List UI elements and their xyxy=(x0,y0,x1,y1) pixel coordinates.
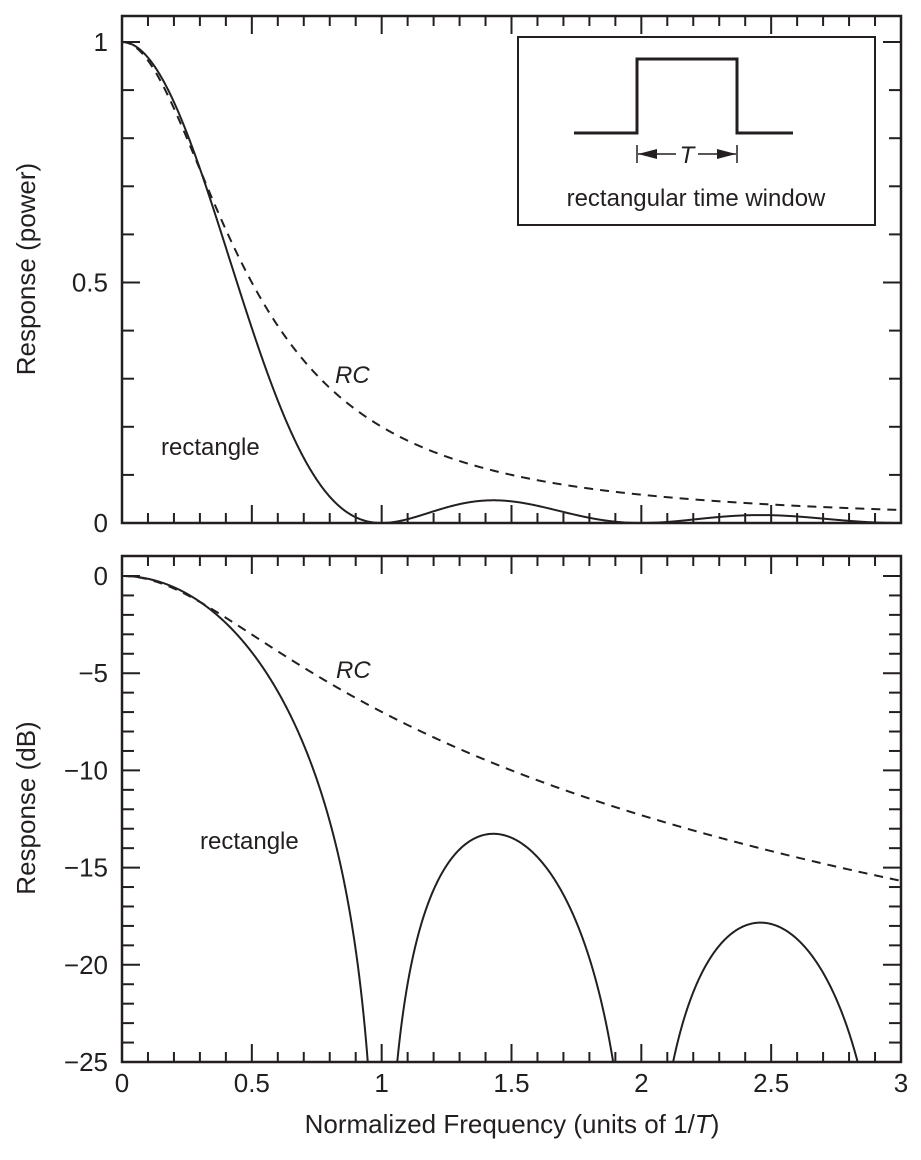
bottom-panel: 0 −5 −10 −15 −20 −25 0 0.5 1 1.5 2 2.5 3 Response (… xyxy=(11,554,908,1139)
bottom-curves xyxy=(122,575,901,1062)
x-tick-label: 2.5 xyxy=(753,1068,789,1098)
bottom-plot-frame xyxy=(120,554,903,1064)
top-rc-curve xyxy=(122,41,901,511)
x-axis-label-italic: T xyxy=(695,1109,713,1139)
bottom-rectangle-curve xyxy=(122,575,859,1062)
x-tick-label: 0.5 xyxy=(234,1068,270,1098)
inset-right-arrowhead-icon xyxy=(717,149,736,159)
bottom-x-tick-labels: 0 0.5 1 1.5 2 2.5 3 xyxy=(115,1068,908,1098)
inset-left-arrowhead-icon xyxy=(638,149,657,159)
x-tick-label: 0 xyxy=(115,1068,129,1098)
x-tick-label: 2 xyxy=(634,1068,648,1098)
bottom-y-tick-label: 0 xyxy=(94,561,108,591)
bottom-rectangle-label: rectangle xyxy=(200,828,299,855)
bottom-y-tick-label: −5 xyxy=(78,658,108,688)
top-curves xyxy=(122,41,901,523)
x-axis-label-main: Normalized Frequency (units of 1/ xyxy=(305,1109,696,1139)
bottom-y-ticks xyxy=(122,575,901,1063)
top-y-tick-labels: 00.51 xyxy=(72,27,108,538)
x-tick-label: 1.5 xyxy=(493,1068,529,1098)
inset-frame xyxy=(517,36,876,226)
top-rectangle-label: rectangle xyxy=(161,434,260,461)
bottom-y-axis-label: Response (dB) xyxy=(11,721,41,894)
top-y-tick-label: 1 xyxy=(94,27,108,57)
top-rc-label: RC xyxy=(335,362,370,389)
bottom-rc-label: RC xyxy=(336,657,371,684)
top-y-tick-label: 0.5 xyxy=(72,268,108,298)
bottom-y-tick-label: −20 xyxy=(64,950,108,980)
bottom-y-tick-label: −25 xyxy=(64,1047,108,1077)
bottom-x-ticks xyxy=(121,556,902,1062)
inset-caption: rectangular time window xyxy=(567,185,826,212)
top-y-axis-label: Response (power) xyxy=(11,163,41,375)
bottom-y-tick-label: −10 xyxy=(64,755,108,785)
bottom-y-tick-label: −15 xyxy=(64,853,108,883)
bottom-rc-curve xyxy=(122,575,901,882)
x-axis-label: Normalized Frequency (units of 1/T) xyxy=(305,1109,720,1139)
inset-width-label: T xyxy=(680,142,697,169)
bottom-y-tick-labels: 0 −5 −10 −15 −20 −25 xyxy=(64,561,108,1077)
x-tick-label: 1 xyxy=(374,1068,388,1098)
inset-rectangular-window: T rectangular time window xyxy=(517,36,876,226)
x-tick-label: 3 xyxy=(894,1068,908,1098)
top-panel: 00.51 Response (power) RC rectangle T re… xyxy=(11,14,903,538)
x-axis-label-close: ) xyxy=(711,1109,720,1139)
top-rectangle-curve xyxy=(122,41,901,523)
inset-pulse-waveform xyxy=(574,57,793,135)
top-y-tick-label: 0 xyxy=(94,508,108,538)
